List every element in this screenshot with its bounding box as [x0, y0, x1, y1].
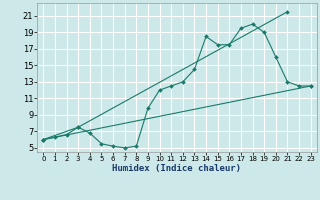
X-axis label: Humidex (Indice chaleur): Humidex (Indice chaleur): [113, 164, 242, 173]
